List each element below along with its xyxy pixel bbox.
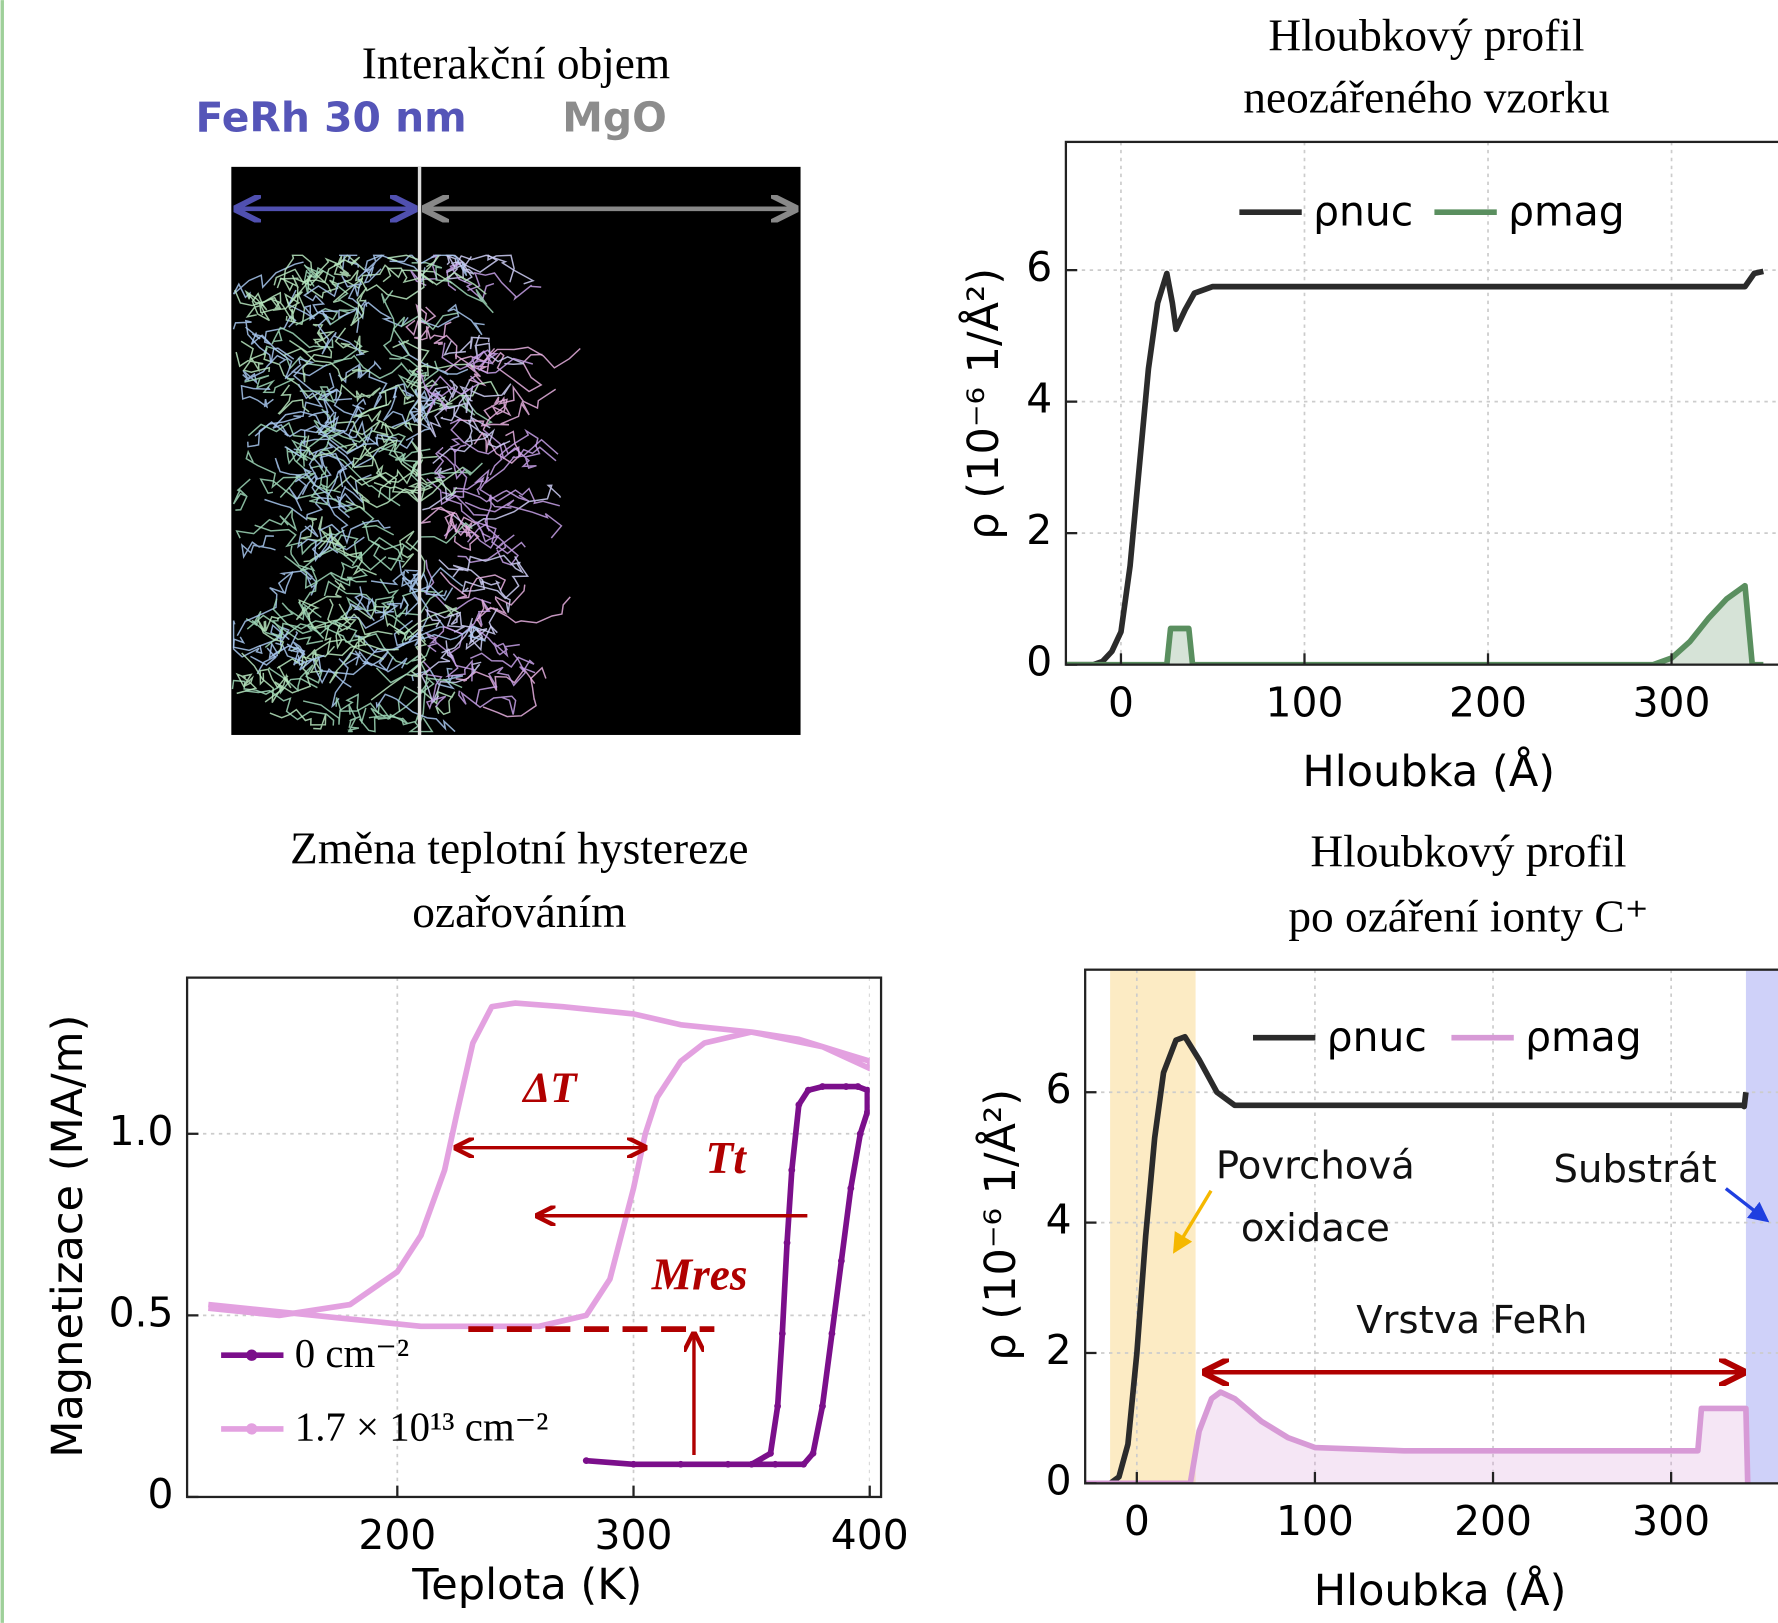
marker	[843, 1083, 850, 1090]
legend-marker	[246, 1350, 257, 1361]
x-tick-label: 0	[1108, 678, 1134, 726]
marker	[800, 1461, 807, 1468]
x-tick-label: 200	[358, 1511, 436, 1559]
marker	[810, 1450, 817, 1457]
x-tick-label: 300	[1633, 678, 1711, 726]
panel-title: Hloubkový profil	[1268, 10, 1584, 60]
marker	[864, 1109, 871, 1116]
y-tick-label: 4	[1046, 1196, 1072, 1244]
plot-area	[1066, 142, 1778, 665]
marker	[855, 1083, 862, 1090]
marker	[838, 1257, 845, 1264]
legend-label: 0 cm⁻²	[295, 1331, 409, 1376]
line	[208, 1003, 869, 1326]
region-label: MgO	[562, 93, 667, 141]
line	[1066, 271, 1763, 664]
y-axis-label: ρ (10⁻⁶ 1/Å²)	[975, 1089, 1026, 1361]
x-tick-label: 300	[1632, 1497, 1710, 1545]
shaded-band	[1746, 970, 1778, 1484]
marker	[767, 1450, 774, 1457]
marker	[847, 1185, 854, 1192]
figure: Interakční objemFeRh 30 nm MgO Hloubkový p…	[0, 0, 1778, 1623]
x-tick-label: 100	[1266, 678, 1344, 726]
panel-title: Interakční objem	[362, 39, 670, 89]
marker	[819, 1083, 826, 1090]
marker	[725, 1461, 732, 1468]
y-tick-label: 2	[1046, 1326, 1072, 1374]
x-tick-label: 100	[1276, 1497, 1354, 1545]
marker	[819, 1403, 826, 1410]
marker	[795, 1101, 802, 1108]
legend-label: 1.7 × 10¹³ cm⁻²	[295, 1405, 549, 1450]
marker	[748, 1461, 755, 1468]
marker	[779, 1330, 786, 1337]
line	[1066, 586, 1763, 665]
marker	[772, 1461, 779, 1468]
marker	[630, 1461, 637, 1468]
plot-frame	[1066, 142, 1778, 665]
legend-label: ρnuc	[1327, 1013, 1427, 1061]
page: Interakční objemFeRh 30 nm MgO Hloubkový p…	[0, 0, 1778, 1623]
marker	[829, 1330, 836, 1337]
y-tick-label: 6	[1026, 243, 1052, 291]
annotation: Vrstva FeRh	[1356, 1298, 1587, 1343]
marker	[864, 1087, 871, 1094]
annotation: Tt	[706, 1133, 748, 1183]
panel-title: po ozáření ionty C⁺	[1288, 891, 1648, 941]
shaded-band	[1110, 970, 1195, 1484]
x-axis-label: Hloubka (Å)	[1314, 1565, 1567, 1616]
annotation: Mres	[651, 1250, 748, 1300]
x-tick-label: 200	[1449, 678, 1527, 726]
x-axis-label: Teplota (K)	[411, 1560, 642, 1610]
y-axis-label: ρ (10⁻⁶ 1/Å²)	[958, 268, 1009, 540]
x-tick-label: 400	[831, 1511, 909, 1559]
panel-title: neozářeného vzorku	[1243, 73, 1609, 123]
legend-label: ρmag	[1508, 187, 1625, 235]
marker	[583, 1457, 590, 1464]
y-tick-label: 1.0	[109, 1107, 174, 1155]
y-axis-label: Magnetizace (MA/m)	[43, 1015, 93, 1458]
marker	[805, 1087, 812, 1094]
x-axis-label: Hloubka (Å)	[1302, 746, 1555, 797]
y-tick-label: 0	[1026, 638, 1052, 686]
y-tick-label: 6	[1046, 1065, 1072, 1113]
annotation: Povrchová	[1216, 1144, 1415, 1189]
y-tick-label: 0.5	[109, 1288, 174, 1336]
panel-title: Změna teplotní hystereze	[290, 823, 748, 873]
legend-marker	[246, 1423, 257, 1434]
marker	[788, 1167, 795, 1174]
y-tick-label: 2	[1026, 506, 1052, 554]
marker	[774, 1403, 781, 1410]
legend-label: ρnuc	[1313, 187, 1413, 235]
y-tick-label: 0	[148, 1470, 174, 1518]
annotation: Substrát	[1554, 1147, 1717, 1192]
y-tick-label: 4	[1026, 375, 1052, 423]
marker	[857, 1130, 864, 1137]
x-tick-label: 300	[595, 1511, 673, 1559]
marker	[677, 1461, 684, 1468]
region-label: FeRh 30 nm	[196, 93, 467, 141]
annotation: oxidace	[1241, 1206, 1390, 1251]
panel-title: Hloubkový profil	[1310, 827, 1626, 877]
x-tick-label: 0	[1124, 1497, 1150, 1545]
y-tick-label: 0	[1046, 1456, 1072, 1504]
legend-label: ρmag	[1525, 1013, 1642, 1061]
panel-title: ozařováním	[412, 887, 626, 937]
annotation: ΔT	[521, 1065, 578, 1112]
marker	[784, 1239, 791, 1246]
x-tick-label: 200	[1454, 1497, 1532, 1545]
